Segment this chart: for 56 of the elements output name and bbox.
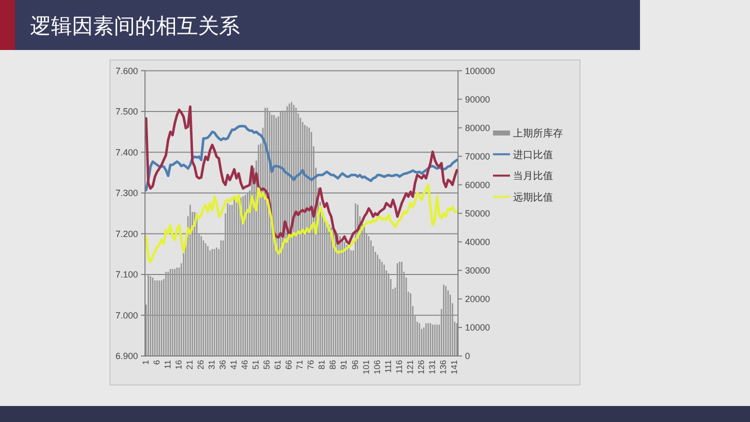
y-tick-label: 6.900	[115, 351, 138, 362]
x-tick-label: 16	[173, 360, 184, 370]
y2-tick-label: 60000	[465, 180, 490, 190]
y2-tick-label: 90000	[465, 94, 490, 104]
x-tick-label: 36	[218, 360, 228, 370]
x-tick-label: 126	[416, 360, 426, 374]
y2-tick-label: 100000	[465, 66, 496, 76]
y-tick-label: 7.600	[115, 66, 138, 76]
y-tick-label: 7.000	[115, 310, 138, 320]
line-series	[144, 184, 458, 264]
y2-tick-label: 80000	[465, 122, 490, 133]
x-tick-label: 96	[350, 360, 360, 370]
y2-tick-label: 0	[465, 351, 470, 362]
y-tick-label: 7.400	[115, 147, 138, 158]
x-tick-label: 21	[184, 360, 194, 370]
x-tick-label: 91	[338, 360, 349, 370]
x-tick-label: 101	[360, 360, 371, 374]
x-tick-label: 131	[426, 360, 437, 374]
chart-title: 逻辑因素间的相互关系	[30, 15, 240, 38]
x-tick-label: 6	[151, 360, 162, 365]
x-tick-label: 86	[328, 360, 338, 370]
y-tick-label: 7.500	[115, 106, 138, 117]
y-tick-label: 7.300	[115, 188, 138, 198]
x-tick-label: 116	[394, 360, 404, 374]
y2-tick-label: 70000	[465, 151, 490, 162]
y2-tick-label: 20000	[465, 294, 490, 304]
legend-label: 上期所库存	[513, 128, 563, 140]
x-tick-label: 121	[404, 360, 415, 374]
x-tick-label: 46	[240, 360, 250, 370]
x-tick-label: 11	[162, 360, 172, 369]
x-tick-label: 56	[262, 360, 272, 370]
legend-label: 进口比值	[513, 148, 553, 161]
x-tick-label: 61	[272, 360, 283, 370]
x-tick-label: 31	[206, 360, 216, 370]
x-tick-label: 26	[195, 360, 206, 370]
x-tick-label: 141	[448, 360, 459, 374]
x-tick-label: 1	[140, 360, 150, 365]
y2-tick-label: 10000	[465, 322, 490, 333]
x-tick-label: 106	[372, 360, 382, 374]
legend-label: 当月比值	[513, 170, 553, 182]
y-tick-label: 7.100	[115, 270, 138, 280]
x-tick-label: 41	[228, 360, 239, 370]
y-tick-label: 7.200	[115, 228, 138, 239]
y2-tick-label: 40000	[465, 237, 490, 248]
x-tick-label: 51	[250, 360, 261, 370]
x-tick-label: 71	[294, 360, 305, 370]
legend-label: 远期比值	[513, 192, 553, 204]
y2-tick-label: 50000	[465, 208, 490, 219]
x-tick-label: 76	[306, 360, 316, 370]
x-tick-label: 111	[382, 360, 393, 373]
x-tick-label: 81	[316, 360, 327, 370]
x-tick-label: 66	[284, 360, 294, 370]
line-series	[144, 124, 458, 192]
x-tick-label: 136	[438, 360, 448, 374]
line-series	[144, 105, 458, 245]
y2-tick-label: 30000	[465, 266, 490, 276]
